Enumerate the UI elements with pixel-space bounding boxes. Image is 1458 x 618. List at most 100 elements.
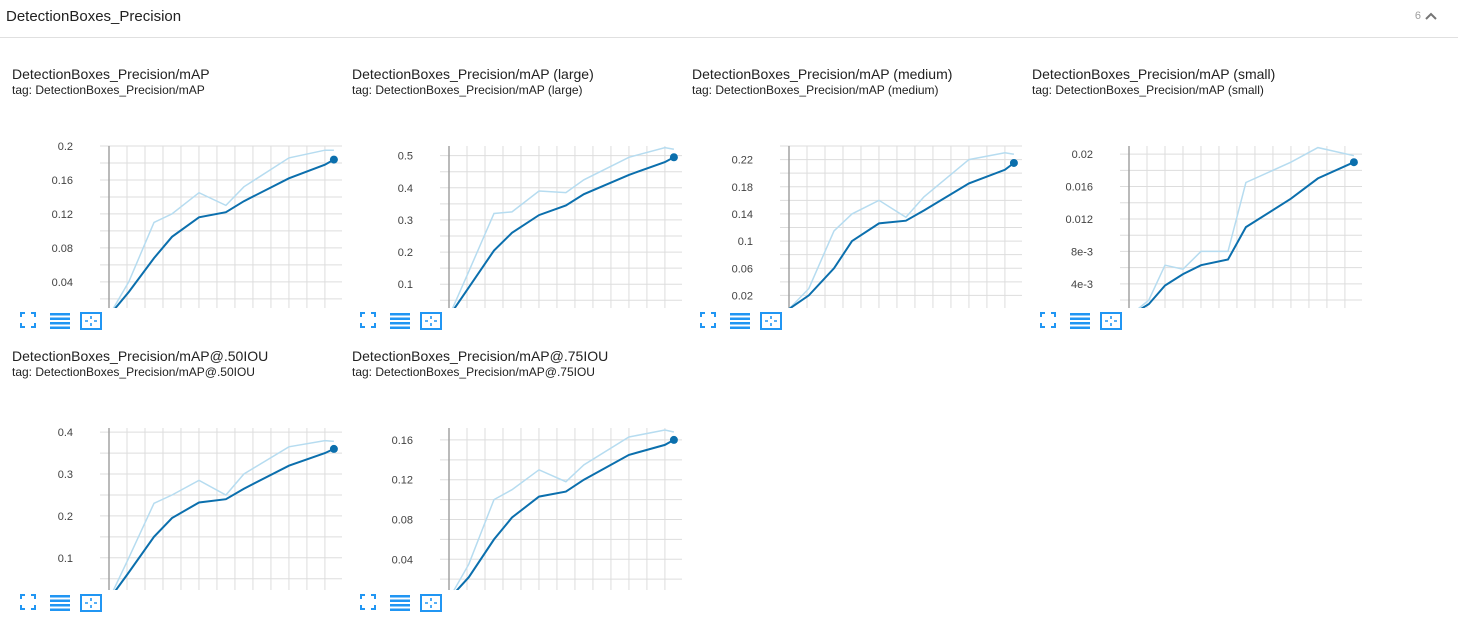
y-tick-label: 0.12 [392, 475, 413, 487]
fullscreen-button[interactable] [360, 594, 376, 616]
fit-domain-button[interactable] [80, 312, 102, 334]
grid [100, 428, 342, 590]
y-tick-label: 0.08 [52, 243, 73, 255]
fullscreen-icon [1040, 312, 1056, 328]
y-tick-label: 0.5 [398, 151, 413, 163]
y-tick-label: 4e-3 [1071, 279, 1093, 291]
y-tick-label: 0.02 [1072, 149, 1093, 161]
toggle-log-scale-icon [390, 313, 410, 329]
log-scale-button[interactable] [50, 312, 70, 334]
y-tick-label: 0.2 [398, 247, 413, 259]
log-scale-button[interactable] [730, 312, 750, 334]
y-tick-label: 0.1 [738, 236, 753, 248]
toggle-log-scale-icon [50, 313, 70, 329]
fullscreen-button[interactable] [360, 312, 376, 334]
chevron-up-icon[interactable] [1422, 8, 1440, 26]
fullscreen-icon [360, 594, 376, 610]
fullscreen-icon [20, 594, 36, 610]
fullscreen-icon [20, 312, 36, 328]
fit-domain-icon [420, 312, 442, 330]
y-tick-label: 0.4 [398, 183, 413, 195]
y-tick-label: 0.16 [392, 435, 413, 447]
fullscreen-button[interactable] [20, 312, 36, 334]
fit-domain-button[interactable] [420, 312, 442, 334]
card-title: DetectionBoxes_Precision/mAP (medium) [692, 66, 953, 82]
y-tick-label: 0.3 [58, 469, 73, 481]
last-point-marker [1009, 158, 1018, 167]
card-tag: tag: DetectionBoxes_Precision/mAP (small… [1032, 83, 1264, 97]
log-scale-button[interactable] [50, 594, 70, 616]
category-count: 6 [1414, 10, 1421, 22]
fit-domain-icon [1100, 312, 1122, 330]
y-tick-label: 0.1 [58, 553, 73, 565]
smoothed-series-line [788, 162, 1015, 308]
scalar-card: DetectionBoxes_Precision/mAP tag: Detecti… [0, 46, 342, 330]
card-title: DetectionBoxes_Precision/mAP [12, 66, 210, 82]
card-title: DetectionBoxes_Precision/mAP@.75IOU [352, 348, 609, 364]
y-tick-label: 0.06 [732, 263, 753, 275]
grid [780, 145, 1022, 308]
y-tick-label: 0.4 [58, 427, 73, 439]
last-point-marker [669, 153, 678, 162]
raw-series-line [112, 149, 334, 308]
fit-domain-button[interactable] [760, 312, 782, 334]
fullscreen-button[interactable] [20, 594, 36, 616]
grid [440, 428, 682, 590]
card-title: DetectionBoxes_Precision/mAP (large) [352, 66, 594, 82]
toggle-log-scale-icon [730, 313, 750, 329]
last-point-marker [329, 444, 338, 453]
card-tag: tag: DetectionBoxes_Precision/mAP@.75IOU [352, 365, 595, 379]
scalar-card: DetectionBoxes_Precision/mAP (small) tag:… [1020, 46, 1362, 330]
last-point-marker [669, 435, 678, 444]
smoothed-series-line [455, 439, 675, 590]
last-point-marker [1349, 158, 1358, 167]
y-tick-label: 0.04 [52, 277, 73, 289]
category-header[interactable]: DetectionBoxes_Precision 6 [0, 0, 1458, 38]
fullscreen-button[interactable] [1040, 312, 1056, 334]
y-tick-label: 0.04 [392, 554, 413, 566]
scalar-card: DetectionBoxes_Precision/mAP@.50IOU tag: … [0, 328, 342, 612]
y-tick-label: 0.02 [732, 290, 753, 302]
fullscreen-button[interactable] [700, 312, 716, 334]
line-chart[interactable]: 04k8k12k16k20k24k00.040.080.120.16 [340, 328, 685, 590]
log-scale-button[interactable] [390, 312, 410, 334]
card-title: DetectionBoxes_Precision/mAP@.50IOU [12, 348, 269, 364]
scalar-card: DetectionBoxes_Precision/mAP (large) tag:… [340, 46, 682, 330]
line-chart[interactable]: 04k8k12k16k20k24k00.10.20.30.4 [0, 328, 345, 590]
fit-domain-button[interactable] [420, 594, 442, 616]
fit-domain-button[interactable] [1100, 312, 1122, 334]
card-tag: tag: DetectionBoxes_Precision/mAP@.50IOU [12, 365, 255, 379]
y-tick-label: 0.12 [52, 209, 73, 221]
line-chart[interactable]: 04k8k12k16k20k24k-0.020.020.060.10.140.1… [680, 46, 1025, 308]
fit-domain-button[interactable] [80, 594, 102, 616]
fit-domain-icon [420, 594, 442, 612]
fit-domain-icon [80, 312, 102, 330]
fit-domain-icon [80, 594, 102, 612]
grid [100, 145, 342, 308]
y-tick-label: 0.1 [398, 279, 413, 291]
y-tick-label: 0.14 [732, 209, 753, 221]
scalar-card: DetectionBoxes_Precision/mAP@.75IOU tag: … [340, 328, 682, 612]
line-chart[interactable]: 04k8k12k16k20k24k00.040.080.120.160.2 [0, 46, 345, 308]
last-point-marker [329, 155, 338, 164]
card-title: DetectionBoxes_Precision/mAP (small) [1032, 66, 1276, 82]
smoothed-series-line [1140, 161, 1355, 308]
log-scale-button[interactable] [1070, 312, 1090, 334]
raw-series-line [788, 152, 1015, 308]
raw-series-line [453, 429, 675, 590]
line-chart[interactable]: 04k8k12k16k20k24k00.10.20.30.40.5 [340, 46, 685, 308]
y-tick-label: 0.012 [1065, 214, 1093, 226]
card-tag: tag: DetectionBoxes_Precision/mAP (mediu… [692, 83, 939, 97]
y-tick-label: 0.016 [1065, 182, 1093, 194]
raw-series-line [112, 439, 334, 590]
raw-series-line [451, 146, 675, 308]
smoothed-series-line [453, 156, 675, 308]
toggle-log-scale-icon [390, 595, 410, 611]
log-scale-button[interactable] [390, 594, 410, 616]
fullscreen-icon [700, 312, 716, 328]
y-tick-label: 0.2 [58, 511, 73, 523]
smoothed-series-line [114, 158, 335, 308]
grid [440, 146, 682, 308]
category-title: DetectionBoxes_Precision [6, 8, 182, 25]
